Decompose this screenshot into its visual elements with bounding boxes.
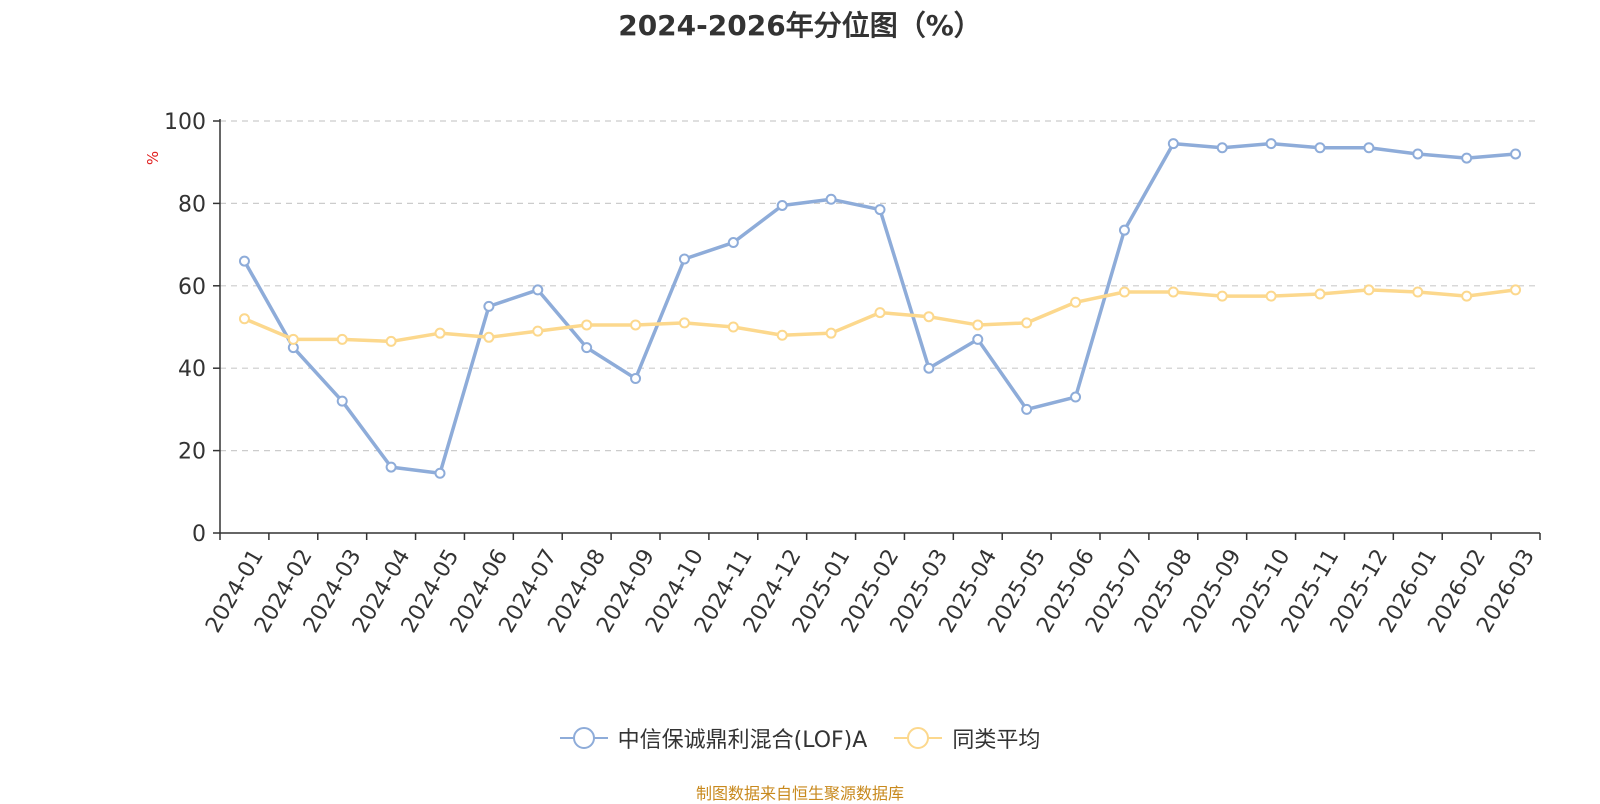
data-point bbox=[678, 317, 690, 329]
data-point bbox=[385, 461, 397, 473]
data-point bbox=[1070, 296, 1082, 308]
data-point bbox=[776, 199, 788, 211]
data-point bbox=[727, 321, 739, 333]
data-point bbox=[532, 325, 544, 337]
data-point bbox=[1216, 290, 1228, 302]
data-point bbox=[336, 395, 348, 407]
x-tick-labels: 2024-012024-022024-032024-042024-052024-… bbox=[201, 545, 1540, 637]
y-tick-label: 60 bbox=[178, 275, 206, 300]
legend-marker-icon bbox=[559, 727, 608, 749]
data-point bbox=[1412, 148, 1424, 160]
y-tick-label: 0 bbox=[192, 522, 206, 547]
series-1 bbox=[238, 284, 1522, 347]
data-point bbox=[874, 307, 886, 319]
data-point bbox=[532, 284, 544, 296]
data-point bbox=[1412, 286, 1424, 298]
chart-title: 2024-2026年分位图（%） bbox=[618, 9, 982, 42]
data-point bbox=[1216, 142, 1228, 154]
data-point bbox=[483, 331, 495, 343]
data-point bbox=[1363, 284, 1375, 296]
data-point bbox=[385, 335, 397, 347]
legend-item-average[interactable]: 同类平均 bbox=[894, 722, 1040, 754]
data-point bbox=[238, 313, 250, 325]
data-point bbox=[1314, 142, 1326, 154]
data-point bbox=[287, 333, 299, 345]
legend-item-fund[interactable]: 中信保诚鼎利混合(LOF)A bbox=[559, 722, 868, 754]
legend-marker-icon bbox=[894, 727, 943, 749]
data-point bbox=[1265, 290, 1277, 302]
data-point bbox=[630, 319, 642, 331]
data-point bbox=[727, 237, 739, 249]
data-point bbox=[581, 342, 593, 354]
data-point bbox=[1510, 284, 1522, 296]
series-group bbox=[238, 138, 1522, 479]
y-tick-label: 100 bbox=[164, 110, 206, 135]
y-tick-labels: 0 20 40 60 80 100 bbox=[164, 110, 206, 547]
grid-lines bbox=[220, 120, 1540, 452]
data-point bbox=[1118, 224, 1130, 236]
y-tick-label: 20 bbox=[178, 440, 206, 465]
data-point bbox=[1461, 152, 1473, 164]
data-point bbox=[1363, 142, 1375, 154]
data-point bbox=[238, 255, 250, 267]
data-point bbox=[923, 362, 935, 374]
data-point bbox=[776, 329, 788, 341]
data-point bbox=[434, 467, 446, 479]
data-point bbox=[1070, 391, 1082, 403]
legend-label: 中信保诚鼎利混合(LOF)A bbox=[617, 728, 868, 753]
data-point bbox=[1021, 317, 1033, 329]
data-point bbox=[972, 319, 984, 331]
series-0 bbox=[238, 138, 1522, 479]
data-point bbox=[825, 193, 837, 205]
data-point bbox=[1265, 138, 1277, 150]
data-point bbox=[1167, 138, 1179, 150]
y-tick-label: 80 bbox=[178, 192, 206, 217]
data-point bbox=[1021, 403, 1033, 415]
data-point bbox=[923, 311, 935, 323]
data-point bbox=[972, 333, 984, 345]
legend-label: 同类平均 bbox=[952, 728, 1041, 753]
data-point bbox=[1461, 290, 1473, 302]
data-point bbox=[434, 327, 446, 339]
source-note: 制图数据来自恒生聚源数据库 bbox=[695, 784, 904, 803]
legend: 中信保诚鼎利混合(LOF)A 同类平均 bbox=[0, 722, 1600, 756]
data-point bbox=[630, 373, 642, 384]
data-point bbox=[1510, 148, 1522, 160]
axes bbox=[213, 119, 1541, 540]
y-axis-label: % bbox=[144, 151, 162, 165]
data-point bbox=[825, 327, 837, 339]
data-point bbox=[874, 204, 886, 216]
data-point bbox=[483, 300, 495, 312]
data-point bbox=[1314, 288, 1326, 300]
data-point bbox=[336, 333, 348, 345]
data-point bbox=[1167, 286, 1179, 298]
data-point bbox=[1118, 286, 1130, 298]
data-point bbox=[678, 253, 690, 265]
data-point bbox=[581, 319, 593, 331]
y-tick-label: 40 bbox=[178, 357, 206, 382]
